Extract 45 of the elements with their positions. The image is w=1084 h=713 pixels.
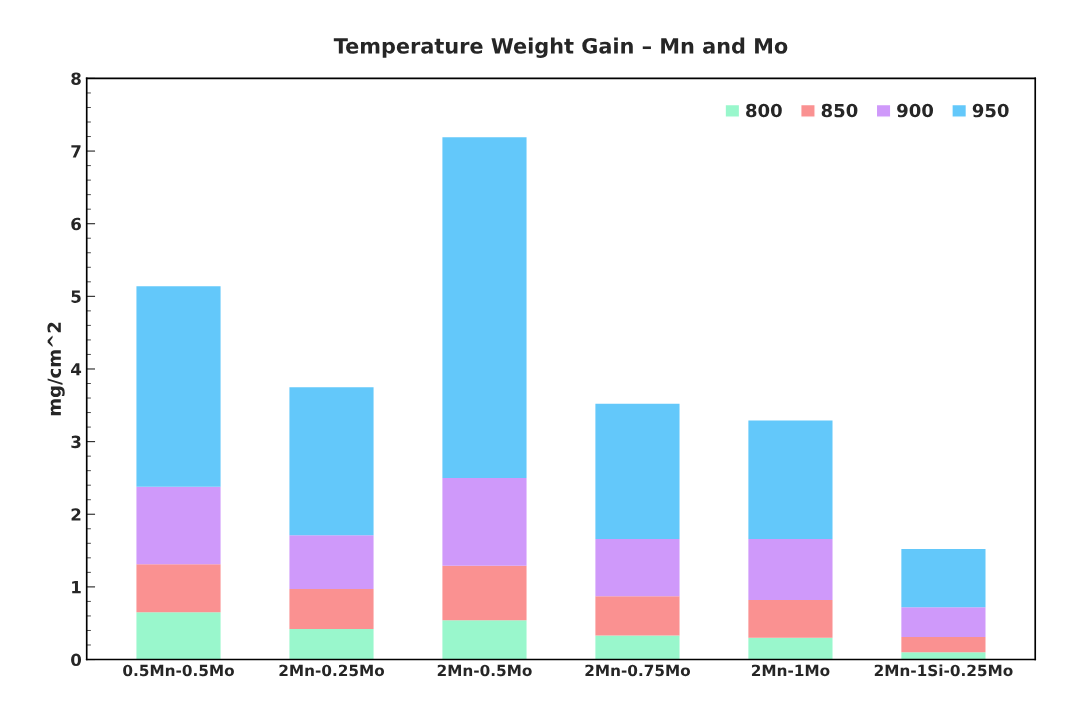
bar (136, 612, 221, 660)
bar (136, 486, 221, 565)
bar (748, 599, 833, 638)
y-axis-title: mg/cm^2 (47, 322, 65, 416)
bar (748, 637, 833, 660)
bar (442, 137, 527, 478)
bar (289, 589, 374, 630)
y-tick-label: 0 (71, 653, 82, 667)
bar (442, 477, 527, 566)
y-tick-label: 2 (71, 508, 81, 521)
x-tick-label: 2Mn-0.75Mo (585, 664, 691, 677)
x-tick-label: 2Mn-1Mo (751, 664, 830, 677)
bar (595, 635, 680, 660)
y-tick-label: 7 (71, 145, 81, 158)
x-tick-label: 2Mn-0.5Mo (437, 664, 532, 677)
legend-label: 800 (746, 103, 782, 118)
bar (289, 387, 374, 536)
x-tick-label: 2Mn-1Si-0.25Mo (874, 664, 1013, 677)
bar (595, 538, 680, 597)
chart-title: Temperature Weight Gain – Mn and Mo (333, 37, 788, 58)
legend-label: 950 (972, 103, 1009, 118)
bar (136, 564, 221, 613)
y-tick-label: 6 (71, 217, 81, 231)
bar (289, 535, 374, 590)
y-tick-label: 5 (71, 290, 81, 303)
x-tick-label: 2Mn-0.25Mo (279, 664, 385, 677)
y-tick-label: 8 (71, 72, 81, 85)
legend-label: 900 (897, 103, 934, 118)
y-tick-label: 3 (71, 435, 81, 449)
bar (748, 538, 833, 600)
bar (136, 286, 221, 487)
y-tick-label: 1 (72, 581, 81, 594)
bar (442, 565, 527, 621)
x-tick-label: 0.5Mn-0.5Mo (123, 664, 234, 677)
bar (901, 607, 986, 638)
bar (442, 620, 527, 660)
bar (901, 549, 986, 608)
bar (748, 420, 833, 539)
bar (595, 403, 680, 539)
bar (595, 596, 680, 636)
y-tick-label: 4 (71, 363, 82, 376)
legend-label: 850 (821, 103, 858, 118)
bar (289, 629, 374, 660)
bar (901, 652, 986, 660)
bar (901, 637, 986, 653)
